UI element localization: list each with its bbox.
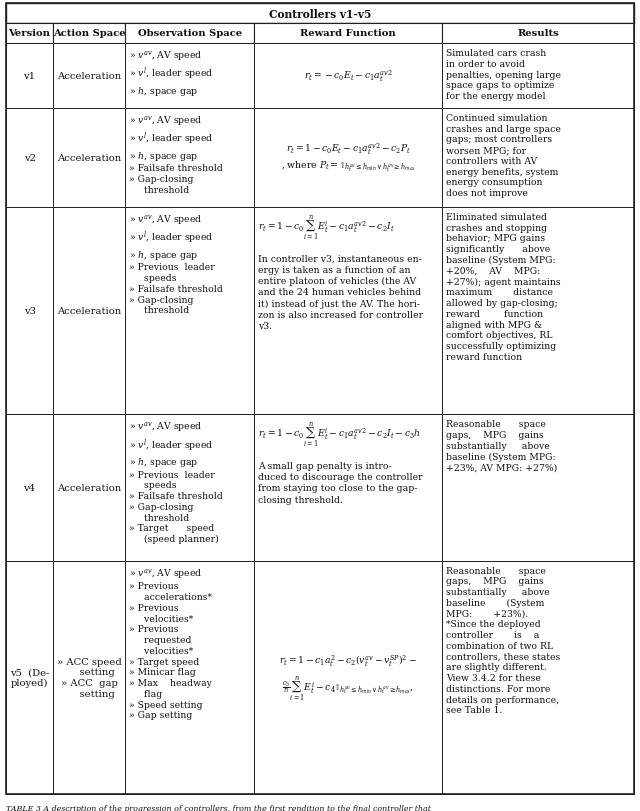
Text: Simulated cars crash
in order to avoid
penalties, opening large
space gaps to op: Simulated cars crash in order to avoid p… [447, 49, 561, 101]
Text: Version: Version [8, 29, 51, 38]
Text: $r_t = -c_0 E_t - c_1 a_t^{av2}$: $r_t = -c_0 E_t - c_1 a_t^{av2}$ [304, 69, 392, 84]
Text: Acceleration: Acceleration [57, 307, 122, 315]
Bar [53, 24, 125, 44]
Text: Controllers v1-v5: Controllers v1-v5 [269, 8, 371, 19]
Bar [6, 44, 53, 109]
Text: Acceleration: Acceleration [57, 72, 122, 81]
Text: » $v^{av}$, AV speed
» $v^{l}$, leader speed
» $h$, space gap
» Previous  leader: » $v^{av}$, AV speed » $v^{l}$, leader s… [129, 212, 223, 315]
Bar [254, 414, 442, 561]
Text: Observation Space: Observation Space [138, 29, 242, 38]
Text: » $v^{av}$, AV speed
» $v^{l}$, leader speed
» $h$, space gap
» Previous  leader: » $v^{av}$, AV speed » $v^{l}$, leader s… [129, 419, 223, 543]
Bar [442, 109, 634, 208]
Bar [442, 414, 634, 561]
Text: v1: v1 [24, 72, 36, 81]
Bar [442, 208, 634, 414]
Bar [442, 561, 634, 794]
Bar [53, 208, 125, 414]
Bar [125, 24, 254, 44]
Text: Acceleration: Acceleration [57, 153, 122, 163]
Text: » $v^{av}$, AV speed
» $v^{l}$, leader speed
» $h$, space gap
» Failsafe thresho: » $v^{av}$, AV speed » $v^{l}$, leader s… [129, 114, 223, 195]
Bar [6, 208, 53, 414]
Bar [125, 208, 254, 414]
Text: Results: Results [517, 29, 559, 38]
Text: » $v^{av}$, AV speed
» Previous
     accelerations*
» Previous
     velocities*
: » $v^{av}$, AV speed » Previous accelera… [129, 566, 212, 719]
Text: » ACC speed
     setting
» ACC  gap
     setting: » ACC speed setting » ACC gap setting [57, 657, 122, 698]
Text: Reward Function: Reward Function [300, 29, 396, 38]
Bar [6, 4, 634, 24]
Text: v3: v3 [24, 307, 36, 315]
Bar [125, 44, 254, 109]
Bar [254, 24, 442, 44]
Text: Continued simulation
crashes and large space
gaps; most controllers
worsen MPG; : Continued simulation crashes and large s… [447, 114, 561, 198]
Text: $r_t = 1 - c_0 E_t - c_1 a_t^{av2} - c_2 P_t$
, where $P_t = \mathbb{1}_{h_t^{av: $r_t = 1 - c_0 E_t - c_1 a_t^{av2} - c_2… [280, 142, 416, 174]
Text: v2: v2 [24, 153, 36, 163]
Text: $r_t = 1 - c_0 \sum_{i=1}^{n} E_t^i - c_1 a_t^{av2} - c_2 I_t - c_3 h$

A small : $r_t = 1 - c_0 \sum_{i=1}^{n} E_t^i - c_… [258, 419, 422, 504]
Text: $r_t = 1 - c_0 \sum_{i=1}^{n} E_t^i - c_1 a_t^{av2} - c_2 I_t$

In controller v3: $r_t = 1 - c_0 \sum_{i=1}^{n} E_t^i - c_… [258, 212, 423, 330]
Text: » $v^{av}$, AV speed
» $v^{l}$, leader speed
» $h$, space gap: » $v^{av}$, AV speed » $v^{l}$, leader s… [129, 49, 214, 97]
Text: v5  (De-
ployed): v5 (De- ployed) [10, 667, 49, 688]
Bar [254, 44, 442, 109]
Bar [6, 24, 53, 44]
Bar [442, 44, 634, 109]
Bar [125, 414, 254, 561]
Text: Reasonable      space
gaps,    MPG    gains
substantially     above
baseline    : Reasonable space gaps, MPG gains substan… [447, 566, 561, 714]
Bar [254, 208, 442, 414]
Bar [254, 561, 442, 794]
Bar [6, 109, 53, 208]
Bar [125, 561, 254, 794]
Bar [125, 109, 254, 208]
Text: Acceleration: Acceleration [57, 483, 122, 492]
Bar [53, 109, 125, 208]
Text: $r_t  =  1 - c_1 a_t^2 - c_2(v_t^{av} - v_t^{SP})^2 -$
$\frac{c_3}{n}\sum_{i=1}^: $r_t = 1 - c_1 a_t^2 - c_2(v_t^{av} - v_… [279, 653, 417, 702]
Bar [6, 561, 53, 794]
Text: Eliminated simulated
crashes and stopping
behavior; MPG gains
significantly     : Eliminated simulated crashes and stoppin… [447, 212, 561, 362]
Bar [53, 414, 125, 561]
Bar [254, 109, 442, 208]
Bar [53, 561, 125, 794]
Text: v4: v4 [24, 483, 36, 492]
Bar [442, 24, 634, 44]
Text: TABLE 3 A description of the progression of controllers, from the first renditio: TABLE 3 A description of the progression… [6, 804, 431, 811]
Bar [6, 414, 53, 561]
Text: Action Space: Action Space [53, 29, 125, 38]
Text: Reasonable      space
gaps,    MPG    gains
substantially     above
baseline (Sy: Reasonable space gaps, MPG gains substan… [447, 419, 558, 472]
Bar [53, 44, 125, 109]
